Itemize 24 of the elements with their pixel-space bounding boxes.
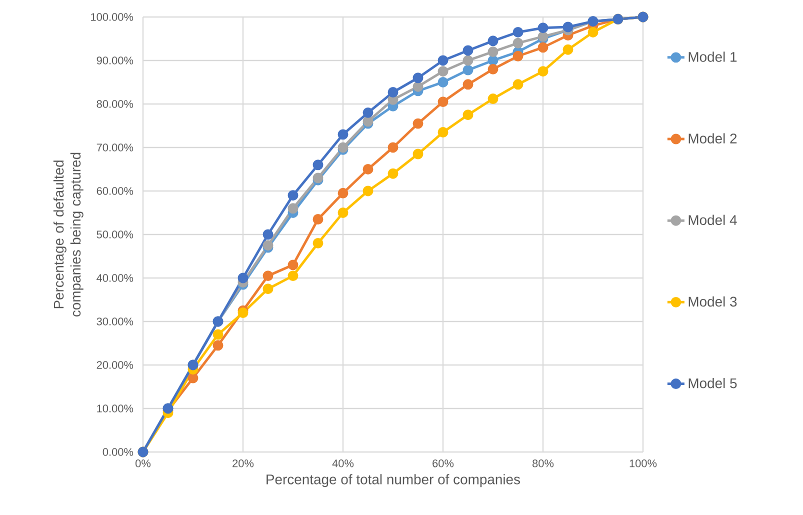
y-tick-label: 30.00% [96, 318, 134, 326]
y-tick-label: 80.00% [96, 100, 134, 108]
y-tick-label: 90.00% [96, 56, 134, 64]
y-tick-label: 10.00% [97, 404, 134, 412]
y-tick-label: 60.00% [96, 187, 134, 195]
x-tick-label: 40% [332, 460, 354, 468]
y-tick-label: 100.00% [91, 13, 134, 21]
legend-label: Model 3 [688, 296, 737, 307]
x-tick-label: 20% [232, 460, 254, 468]
x-tick-label: 100% [630, 460, 657, 468]
legend-label: Model 5 [688, 378, 737, 388]
x-tick-label: 80% [532, 460, 554, 468]
legend-label: Model 1 [688, 52, 737, 62]
y-tick-label: 70.00% [96, 144, 134, 152]
y-tick-label: 0.00% [102, 448, 134, 456]
y-tick-label: 50.00% [96, 230, 134, 238]
x-axis-title: Percentage of total number of companies [266, 474, 520, 488]
y-axis-title: Percentage of defaulted companies being captured [53, 152, 84, 316]
x-tick-label: 60% [432, 460, 454, 468]
y-tick-label: 20.00% [96, 361, 134, 369]
legend-label: Model 2 [688, 133, 737, 144]
y-tick-label: 40.00% [96, 274, 134, 282]
x-tick-label: 0% [136, 460, 151, 468]
legend-label: Model 4 [688, 214, 737, 226]
